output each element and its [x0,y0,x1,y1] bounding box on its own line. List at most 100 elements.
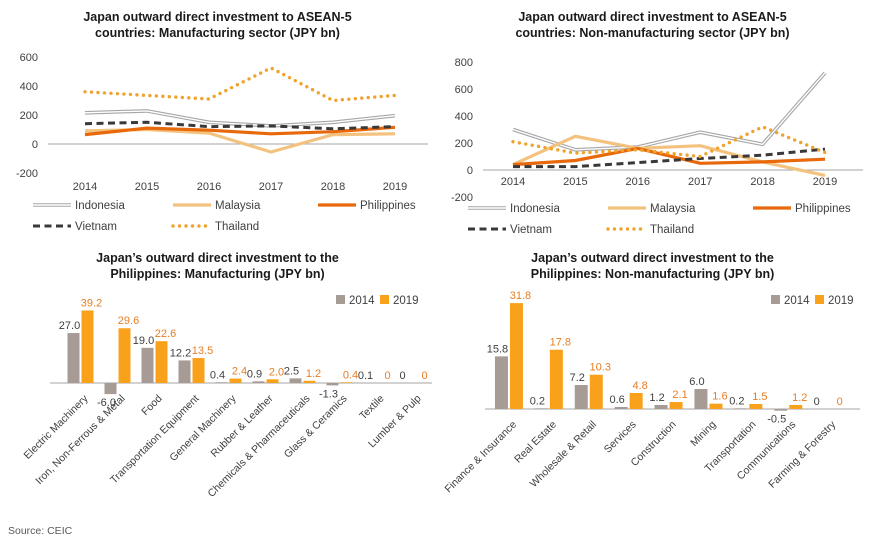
legend-item-2014: 2014 [336,295,375,307]
value-label-2014-2: -6.0 [97,397,116,409]
bar-2014-6 [694,389,708,409]
bar-2019-8 [789,405,803,409]
svg-text:600: 600 [455,84,473,96]
bar-2019-8 [340,382,353,383]
legend-label: 2019 [393,295,419,307]
value-label-2014-3: 19.0 [133,335,154,347]
bar-2014-8 [326,383,339,386]
bar-2019-5 [229,378,242,383]
value-label-2019-5: 2.4 [232,366,247,378]
bar-2014-8 [774,409,788,411]
series-line-philippines [512,146,826,167]
source-note: Source: CEIC [8,525,73,537]
svg-text:-200: -200 [451,192,473,204]
legend-item-malaysia: Malaysia [173,200,261,212]
legend-item-malaysia: Malaysia [608,203,696,215]
series-line-indonesia [84,109,396,128]
legend-label: Thailand [650,224,694,236]
value-label-2014-1: 15.8 [487,343,508,355]
svg-text:400: 400 [20,81,38,93]
bar-2014-5 [215,382,228,383]
bar-2019-4 [629,393,643,409]
chart-philippines-nonmanufacturing: Japan’s outward direct investment to the… [435,245,870,530]
category-label-1: Finance & Insurance [442,419,519,496]
value-labels: 27.039.2-6.029.619.022.612.2 13.50.4 2.4 0.… [59,297,428,409]
legend-item-indonesia: Indonesia [468,203,560,215]
legend-item-vietnam: Vietnam [468,224,552,236]
bar-chart-philippines-manufacturing: 27.039.2-6.029.619.022.612.2 13.50.4 2.4 0.… [21,295,432,500]
title-line-1: Japan outward direct investment to ASEAN… [83,10,352,24]
bar-2014-2 [534,408,548,409]
legend-swatch-2014 [336,295,345,304]
value-label-2019-2: 29.6 [118,315,139,327]
bar-2019-4 [192,358,205,383]
legend-label: Philippines [360,200,416,212]
value-label-2014-10: 0 [399,370,405,382]
bar-2019-2 [118,328,131,383]
bar-2019-7 [749,404,763,409]
legend: Indonesia Malaysia Philippines Vietnam Thail… [33,200,416,233]
value-label-2019-9: 0 [384,370,390,382]
chart-title-philippines-nonmanufacturing: Japan’s outward direct investment to the… [435,245,870,282]
bars [67,310,376,395]
legend: Indonesia Malaysia Philippines Vietnam Thail… [468,203,851,236]
legend-label: 2019 [828,295,854,307]
bar-chart-philippines-nonmanufacturing: 15.831.80.217.87.210.30.64.81.2 2.16.01.6… [442,290,860,495]
svg-text:2019: 2019 [813,176,837,188]
legend-item-2014: 2014 [771,295,810,307]
legend-label: Philippines [795,203,851,215]
category-label-3: Wholesale & Retail [528,419,599,490]
title-line-1: Japan outward direct investment to ASEAN… [518,10,787,24]
legend-item-2019: 2019 [815,295,854,307]
svg-text:2015: 2015 [563,176,587,188]
title-line-2: Philippines: Manufacturing (JPY bn) [110,267,325,281]
svg-text:2014: 2014 [501,176,525,188]
value-label-2019-3: 22.6 [155,328,176,340]
chart-title-philippines-manufacturing: Japan’s outward direct investment to the… [0,245,435,282]
svg-text:2016: 2016 [626,176,650,188]
category-label-8: Glass & Ceramics [282,393,350,461]
y-axis-ticks: 800 600 400 200 0 -200 [451,57,473,204]
bar-2019-5 [669,402,683,409]
value-label-2019-2: 17.8 [550,337,571,349]
value-label-2014-9: 0.1 [358,370,373,382]
svg-text:400: 400 [455,111,473,123]
legend-swatch-2014 [771,295,780,304]
chart-title-asean5-manufacturing: Japan outward direct investment to ASEAN… [0,0,435,42]
series-line-thailand [511,124,827,159]
legend-item-philippines: Philippines [318,200,416,212]
svg-text:0: 0 [32,139,38,151]
category-label-9: Textile [357,393,387,423]
value-label-2014-8: -0.5 [767,414,786,426]
title-line-2: Philippines: Non-manufacturing (JPY bn) [530,267,775,281]
line-chart-asean5-manufacturing: 600 400 200 0 -200 2014 2015 2016 2017 2018 2019 In… [16,52,428,233]
series-line-malaysia [512,134,826,177]
category-label-5: General Machinery [167,392,239,464]
legend-label: Vietnam [75,221,117,233]
value-label-2019-4: 4.8 [633,380,648,392]
x-axis-labels: 2014 2015 2016 2017 2018 2019 [501,176,837,188]
value-label-2019-6: 1.6 [712,391,727,403]
chart-asean5-nonmanufacturing: Japan outward direct investment to ASEAN… [435,0,870,245]
bar-2019-1 [81,310,94,383]
value-label-2014-5: 1.2 [649,392,664,404]
value-label-2019-3: 10.3 [590,362,611,374]
bar-2019-2 [549,349,563,409]
bar-2014-7 [734,408,748,409]
value-label-2014-8: -1.3 [319,388,338,400]
value-label-2014-6: 0.9 [247,368,262,380]
value-label-2014-6: 6.0 [689,376,704,388]
value-label-2019-6: 2.0 [269,366,284,378]
series-line-philippines [84,125,396,137]
value-label-2014-9: 0 [814,396,820,408]
category-label-6: Mining [688,419,718,449]
svg-text:600: 600 [20,52,38,64]
value-label-2014-7: 2.5 [284,365,299,377]
x-axis-labels: 2014 2015 2016 2017 2018 2019 [73,181,407,193]
category-label-3: Food [139,393,165,419]
legend-label: 2014 [349,295,375,307]
value-label-2014-5: 0.4 [210,369,225,381]
svg-text:200: 200 [20,110,38,122]
